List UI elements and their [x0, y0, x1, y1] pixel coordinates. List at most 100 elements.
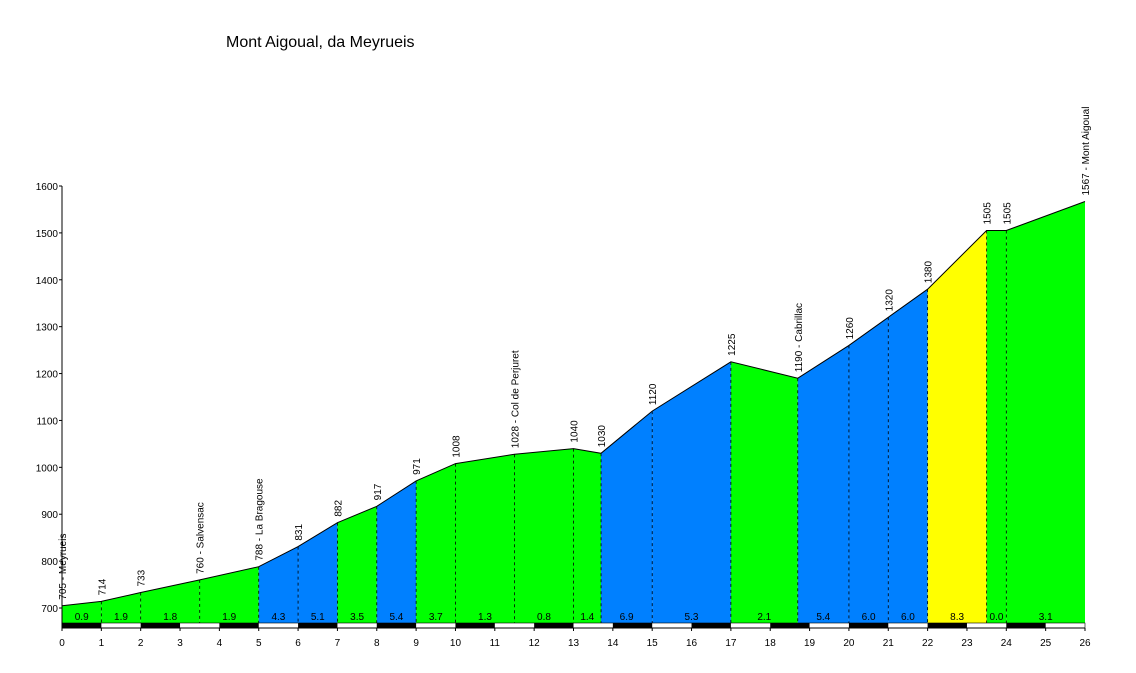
elevation-label: 1190 - Cabrillac	[794, 303, 805, 372]
segment-area	[199, 566, 259, 625]
elevation-label: 1380	[924, 261, 935, 284]
elevation-label: 1320	[884, 289, 895, 312]
x-tick-label: 11	[490, 638, 501, 649]
segment-area	[652, 361, 731, 625]
x-tick-label: 2	[138, 638, 144, 649]
elevation-label: 1030	[597, 425, 608, 448]
elevation-label: 705 - Meyrueis	[58, 534, 69, 600]
km-bar-block	[140, 623, 181, 628]
gradient-label: 1.9	[114, 612, 128, 623]
y-tick-label: 700	[41, 604, 58, 615]
segment-area	[730, 361, 798, 625]
x-tick-label: 23	[961, 638, 973, 649]
x-tick-label: 25	[1040, 638, 1052, 649]
elevation-label: 714	[97, 578, 108, 595]
gradient-label: 6.0	[862, 612, 876, 623]
x-tick-label: 1	[99, 638, 105, 649]
gradient-label: 0.9	[75, 612, 89, 623]
segment-area	[62, 601, 102, 625]
segment-area	[848, 317, 889, 625]
y-tick-label: 800	[41, 557, 58, 568]
km-bar-block	[927, 623, 967, 628]
segment-area	[140, 579, 200, 625]
km-bar-block	[691, 623, 731, 628]
gradient-label: 1.8	[163, 612, 177, 623]
elevation-label: 917	[373, 483, 384, 500]
gradient-label: 5.4	[389, 612, 403, 623]
elevation-label: 1505	[1002, 202, 1013, 225]
segment-area	[601, 411, 653, 625]
elevation-label: 1040	[569, 420, 580, 443]
segment-area	[101, 592, 141, 625]
segment-area	[376, 480, 417, 625]
x-tick-label: 22	[922, 638, 934, 649]
segment-area	[927, 230, 987, 625]
gradient-label: 8.3	[950, 612, 964, 623]
gradient-label: 5.1	[311, 612, 325, 623]
gradient-label: 3.7	[429, 612, 443, 623]
elevation-label: 882	[333, 500, 344, 517]
km-bar-block	[612, 623, 653, 628]
km-scale-bar	[61, 622, 1086, 629]
elevation-label: 971	[412, 458, 423, 475]
x-tick-label: 20	[843, 638, 855, 649]
y-tick-label: 1600	[36, 182, 59, 193]
y-tick-label: 1500	[36, 229, 59, 240]
x-tick-label: 14	[607, 638, 619, 649]
km-bar-block	[62, 623, 102, 628]
gradient-label: 5.4	[816, 612, 830, 623]
gradient-label: 0.8	[537, 612, 551, 623]
x-tick-label: 16	[686, 638, 698, 649]
x-tick-label: 13	[568, 638, 580, 649]
x-tick-label: 15	[647, 638, 659, 649]
x-tick-label: 18	[765, 638, 777, 649]
x-tick-label: 6	[295, 638, 301, 649]
km-bar-block	[534, 623, 574, 628]
elevation-label: 1260	[845, 317, 856, 340]
x-tick-label: 19	[804, 638, 816, 649]
segment-area	[1006, 201, 1085, 625]
x-tick-label: 0	[59, 638, 65, 649]
km-bar-block	[376, 623, 417, 628]
profile-line	[61, 201, 1086, 607]
elevation-label: 1567 - Mont Aigoual	[1081, 107, 1092, 196]
x-tick-label: 17	[725, 638, 737, 649]
segment-area	[888, 289, 928, 625]
km-bar-block	[455, 623, 495, 628]
elevation-labels: 705 - Meyrueis 714 733 760 - Salvensac 788 -…	[58, 107, 1092, 600]
x-tick-label: 21	[883, 638, 895, 649]
elevation-label: 788 - La Bragouse	[255, 478, 266, 561]
km-bar-block	[219, 623, 259, 628]
gradient-label: 6.0	[901, 612, 915, 623]
y-tick-label: 1300	[36, 323, 59, 334]
elevation-label: 733	[137, 569, 148, 586]
segment-area	[455, 454, 515, 625]
x-tick-label: 8	[374, 638, 380, 649]
gradient-label: 6.9	[620, 612, 634, 623]
x-tick-label: 3	[177, 638, 183, 649]
gradient-label: 0.0	[990, 612, 1004, 623]
km-bar-block	[848, 623, 889, 628]
gradient-label: 1.4	[580, 612, 594, 623]
gradient-label: 3.5	[350, 612, 364, 623]
segment-area	[337, 506, 377, 625]
y-tick-label: 1200	[36, 370, 59, 381]
x-tick-label: 12	[529, 638, 541, 649]
segment-area	[573, 448, 601, 625]
segment-area	[416, 463, 456, 625]
km-bar-block	[770, 623, 810, 628]
gradient-label: 1.9	[222, 612, 236, 623]
x-tick-label: 9	[413, 638, 419, 649]
elevation-label: 1505	[983, 202, 994, 225]
y-tick-label: 900	[41, 510, 58, 521]
gradient-label: 4.3	[271, 612, 285, 623]
y-axis: 700 800 900 1000 1100 1200 1300 1400 1500 1600	[36, 182, 63, 628]
elevation-label: 1120	[648, 383, 659, 405]
profile-outline	[61, 201, 1086, 607]
segment-area	[298, 522, 338, 625]
elevation-label: 760 - Salvensac	[196, 502, 207, 574]
x-tick-label: 26	[1079, 638, 1091, 649]
km-bar-block	[298, 623, 338, 628]
segment-area	[258, 546, 299, 625]
